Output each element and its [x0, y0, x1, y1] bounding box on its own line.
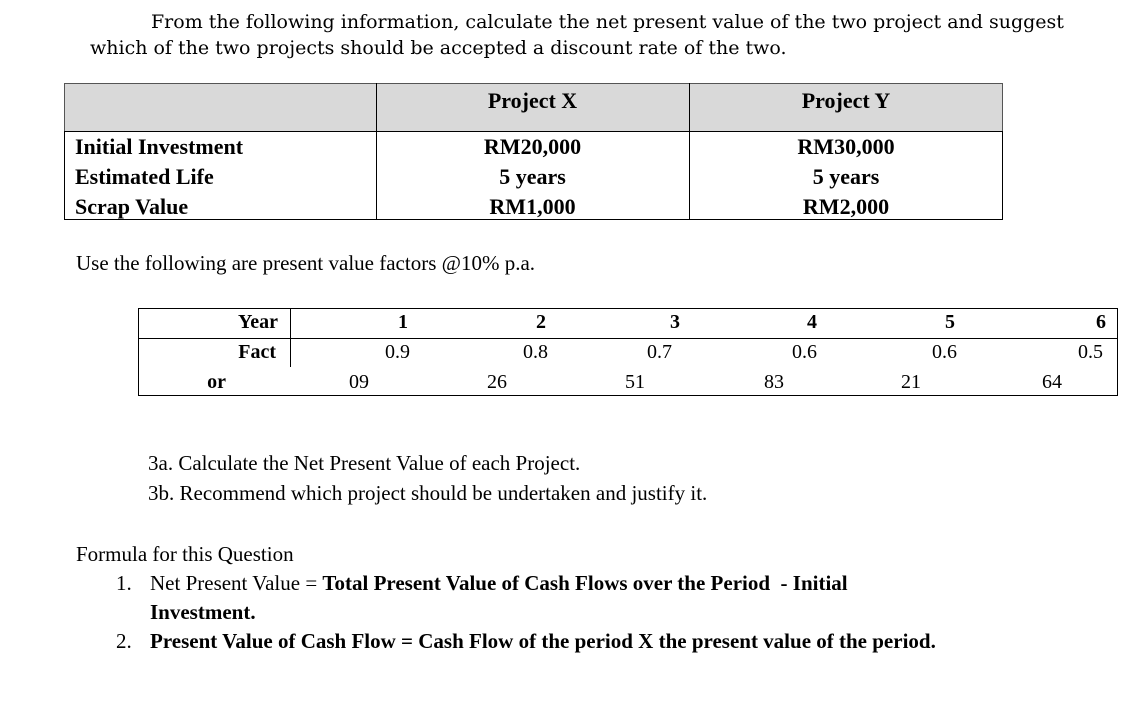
year-2: 2	[536, 311, 546, 333]
factor-digits-1: 09	[349, 371, 369, 393]
project-table-body	[64, 131, 1003, 220]
question-3b: 3b. Recommend which project should be un…	[148, 481, 708, 505]
factor-table: Year Fact or 1 2 3 4 5 6 0.9 0.8 0.7 0.6…	[138, 308, 1118, 396]
cell-x-estimated-life: 5 years	[499, 164, 566, 189]
intro-line-2: which of the two projects should be acce…	[90, 37, 787, 59]
factor-digits-3: 51	[625, 371, 645, 393]
factor-6: 0.5	[1078, 341, 1103, 363]
header-project-y: Project Y	[801, 88, 891, 113]
factor-label-year: Year	[238, 311, 278, 333]
year-3: 3	[670, 311, 680, 333]
cell-y-scrap-value: RM2,000	[802, 194, 890, 219]
year-6: 6	[1096, 311, 1106, 333]
project-table-header-row	[64, 83, 1003, 132]
cell-x-initial-investment: RM20,000	[483, 134, 582, 159]
project-table: Project X Project Y Initial Investment E…	[64, 83, 1003, 220]
row-label-estimated-life: Estimated Life	[75, 164, 214, 189]
row-label-scrap-value: Scrap Value	[75, 194, 189, 219]
row-label-initial-investment: Initial Investment	[75, 134, 244, 159]
cell-x-scrap-value: RM1,000	[489, 194, 576, 219]
pv-intro-text: Use the following are present value fact…	[76, 251, 536, 275]
factor-1: 0.9	[385, 341, 410, 363]
year-4: 4	[807, 311, 817, 333]
formula-item-1-number: 1.	[116, 571, 132, 595]
factor-3: 0.7	[647, 341, 672, 363]
factor-digits-2: 26	[487, 371, 507, 393]
header-project-x: Project X	[487, 88, 578, 113]
factor-label-fact: Fact	[238, 341, 276, 363]
factor-5: 0.6	[932, 341, 957, 363]
question-3a: 3a. Calculate the Net Present Value of e…	[148, 451, 581, 475]
formula-item-1: Net Present Value = Total Present Value …	[150, 571, 848, 596]
factor-2: 0.8	[523, 341, 548, 363]
factor-4: 0.6	[792, 341, 817, 363]
factor-digits-6: 64	[1042, 371, 1062, 393]
year-1: 1	[398, 311, 408, 333]
formula-item-1-continuation: Investment.	[150, 600, 256, 624]
factor-label-or: or	[207, 371, 226, 393]
factor-digits-4: 83	[764, 371, 784, 393]
cell-y-initial-investment: RM30,000	[797, 134, 895, 159]
formula-item-1-plain: Net Present Value =	[150, 571, 323, 595]
formula-title: Formula for this Question	[76, 542, 294, 566]
factor-digits-5: 21	[901, 371, 921, 393]
formula-item-2-number: 2.	[116, 629, 132, 653]
cell-y-estimated-life: 5 years	[812, 164, 880, 189]
formula-item-2: Present Value of Cash Flow = Cash Flow o…	[150, 629, 936, 653]
formula-item-1-bold: Total Present Value of Cash Flows over t…	[322, 571, 848, 595]
year-5: 5	[945, 311, 955, 333]
intro-line-1: From the following information, calculat…	[151, 11, 1064, 33]
